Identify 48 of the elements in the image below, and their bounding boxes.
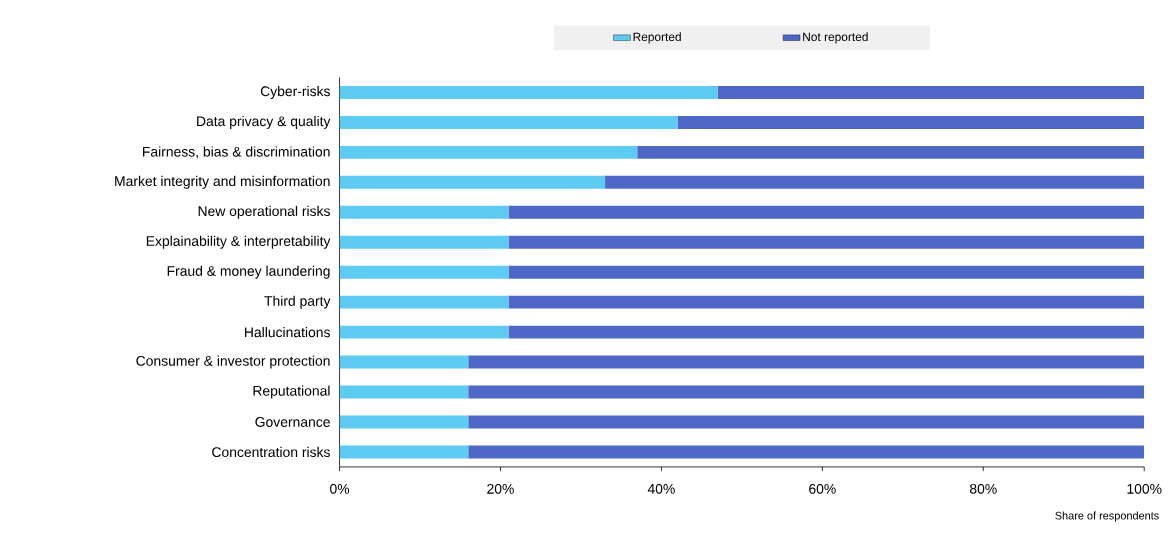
y-tick-label: Consumer & investor protection — [136, 355, 330, 369]
bar — [339, 115, 678, 129]
y-tick-label: Concentration risks — [212, 446, 330, 457]
bar — [508, 235, 1145, 249]
bar — [339, 175, 606, 189]
bar — [339, 145, 638, 159]
bar — [508, 205, 1145, 219]
x-tick-label: 20% — [487, 483, 514, 494]
x-tick-label: 100% — [1127, 483, 1162, 494]
x-tick-label: 80% — [969, 483, 997, 494]
bar — [677, 115, 1145, 129]
bar — [339, 415, 469, 429]
bar — [339, 265, 509, 279]
bar — [339, 385, 469, 399]
bar — [339, 325, 509, 339]
bar — [339, 295, 509, 309]
bar — [339, 85, 718, 99]
bar — [508, 265, 1145, 279]
bar — [468, 355, 1145, 369]
bar — [339, 235, 509, 249]
y-tick-label: Fraud & money laundering — [167, 265, 330, 279]
x-tick-label: 60% — [809, 483, 836, 494]
x-tick-label: 40% — [647, 483, 675, 494]
bar — [717, 85, 1145, 99]
x-axis-title: Share of respondents — [1055, 511, 1159, 522]
y-tick-label: Third party — [264, 295, 331, 309]
bar — [339, 355, 469, 369]
bar — [637, 145, 1145, 159]
y-tick-label: Explainability & interpretability — [146, 235, 331, 249]
bar — [468, 415, 1145, 429]
bar — [508, 295, 1145, 309]
y-tick-label: Governance — [255, 416, 330, 427]
bar — [508, 325, 1145, 339]
bar — [468, 385, 1145, 399]
y-tick-label: New operational risks — [198, 205, 330, 219]
bar — [605, 175, 1145, 189]
y-tick-label: Market integrity and misinformation — [115, 175, 330, 189]
y-tick-label: Cyber-risks — [260, 85, 330, 99]
y-tick-label: Fairness, bias & discrimination — [143, 146, 330, 159]
bar — [339, 445, 469, 459]
legend-label: Not reported — [803, 32, 868, 44]
y-tick-label: Data privacy & quality — [197, 115, 331, 129]
x-tick-label: 0% — [330, 483, 350, 494]
bar — [339, 205, 509, 219]
legend-label: Reported — [633, 32, 681, 44]
bar — [468, 445, 1145, 459]
y-tick-label: Reputational — [253, 385, 330, 399]
y-tick-label: Hallucinations — [245, 326, 330, 338]
